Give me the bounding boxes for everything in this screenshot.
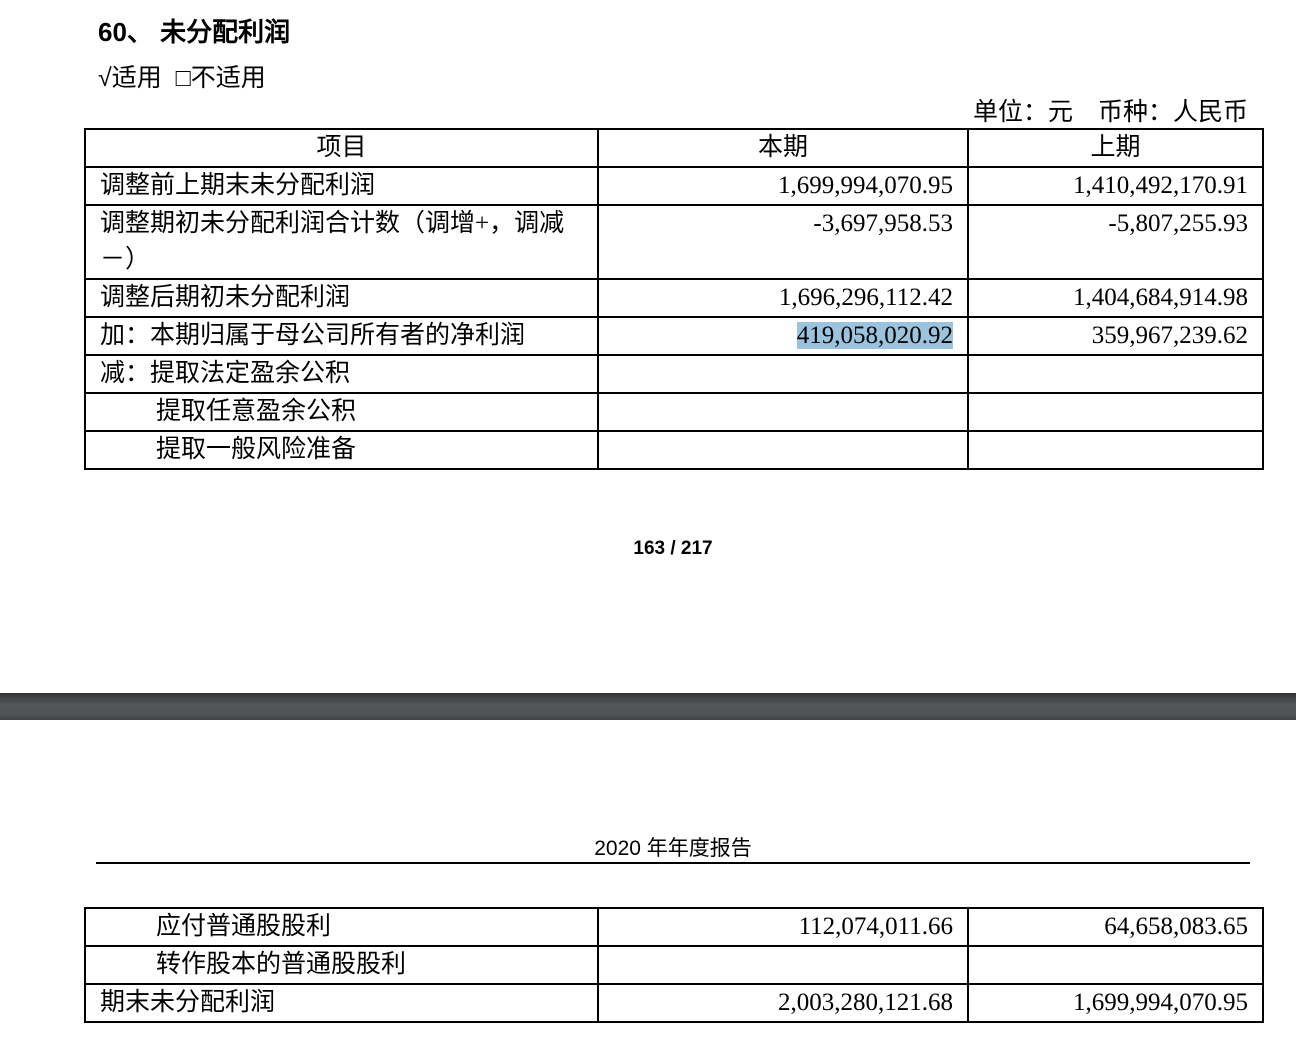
row-previous: 1,410,492,170.91 (967, 166, 1264, 206)
unit-currency: 单位：元 币种：人民币 (972, 99, 1248, 126)
table-header: 项目 本期 上期 (84, 128, 1264, 168)
row-previous: -5,807,255.93 (967, 204, 1264, 280)
row-previous (967, 354, 1264, 394)
applicability: √适用 □不适用 (98, 58, 266, 94)
page-separator (0, 693, 1296, 720)
row-previous: 64,658,083.65 (967, 907, 1264, 947)
section-title: 60、 未分配利润 (98, 17, 291, 47)
table-row: 加：本期归属于母公司所有者的净利润 419,058,020.92 359,967,2… (84, 316, 1264, 356)
retained-earnings-table: 项目 本期 上期 调整前上期末未分配利润 1,699,994,070.95 1,41… (84, 128, 1264, 470)
table-row: 应付普通股股利 112,074,011.66 64,658,083.65 (84, 907, 1264, 947)
row-item: 加：本期归属于母公司所有者的净利润 (84, 316, 599, 356)
row-item: 提取一般风险准备 (84, 430, 599, 470)
row-previous (967, 945, 1264, 985)
table-row: 减：提取法定盈余公积 (84, 354, 1264, 394)
table-row: 调整前上期末未分配利润 1,699,994,070.95 1,410,492,170… (84, 166, 1264, 206)
header-previous: 上期 (967, 128, 1264, 168)
row-current (597, 392, 969, 432)
row-current: 1,699,994,070.95 (597, 166, 969, 206)
row-item: 转作股本的普通股股利 (84, 945, 599, 985)
table-row: 期末未分配利润 2,003,280,121.68 1,699,994,070.95 (84, 983, 1264, 1023)
page-number: 163 / 217 (633, 538, 713, 559)
table-row: 提取一般风险准备 (84, 430, 1264, 470)
report-header: 2020 年年度报告 (594, 837, 752, 860)
row-current: -3,697,958.53 (597, 204, 969, 280)
row-item: 应付普通股股利 (84, 907, 599, 947)
row-current (597, 945, 969, 985)
table-row: 提取任意盈余公积 (84, 392, 1264, 432)
table-row: 转作股本的普通股股利 (84, 945, 1264, 985)
row-item: 提取任意盈余公积 (84, 392, 599, 432)
table-row: 调整后期初未分配利润 1,696,296,112.42 1,404,684,914.… (84, 278, 1264, 318)
row-current: 2,003,280,121.68 (597, 983, 969, 1023)
row-previous: 1,699,994,070.95 (967, 983, 1264, 1023)
row-current: 112,074,011.66 (597, 907, 969, 947)
selected-text[interactable]: 419,058,020.92 (796, 322, 953, 349)
row-item: 减：提取法定盈余公积 (84, 354, 599, 394)
row-current: 419,058,020.92 (597, 316, 969, 356)
row-item: 调整前上期末未分配利润 (84, 166, 599, 206)
row-item: 调整期初未分配利润合计数（调增+，调减－） (84, 204, 599, 280)
row-item: 调整后期初未分配利润 (84, 278, 599, 318)
row-previous: 1,404,684,914.98 (967, 278, 1264, 318)
row-previous (967, 392, 1264, 432)
header-rule (96, 862, 1250, 864)
not-applicable: □不适用 (175, 64, 266, 92)
row-item: 期末未分配利润 (84, 983, 599, 1023)
applicable-checked: √适用 (98, 64, 162, 92)
table-row: 调整期初未分配利润合计数（调增+，调减－） -3,697,958.53 -5,807… (84, 204, 1264, 280)
row-previous: 359,967,239.62 (967, 316, 1264, 356)
row-current (597, 430, 969, 470)
retained-earnings-table-continued: 应付普通股股利 112,074,011.66 64,658,083.65 转作股本的… (84, 907, 1264, 1023)
row-current: 1,696,296,112.42 (597, 278, 969, 318)
row-previous (967, 430, 1264, 470)
header-current: 本期 (597, 128, 969, 168)
row-current (597, 354, 969, 394)
header-item: 项目 (84, 128, 599, 168)
